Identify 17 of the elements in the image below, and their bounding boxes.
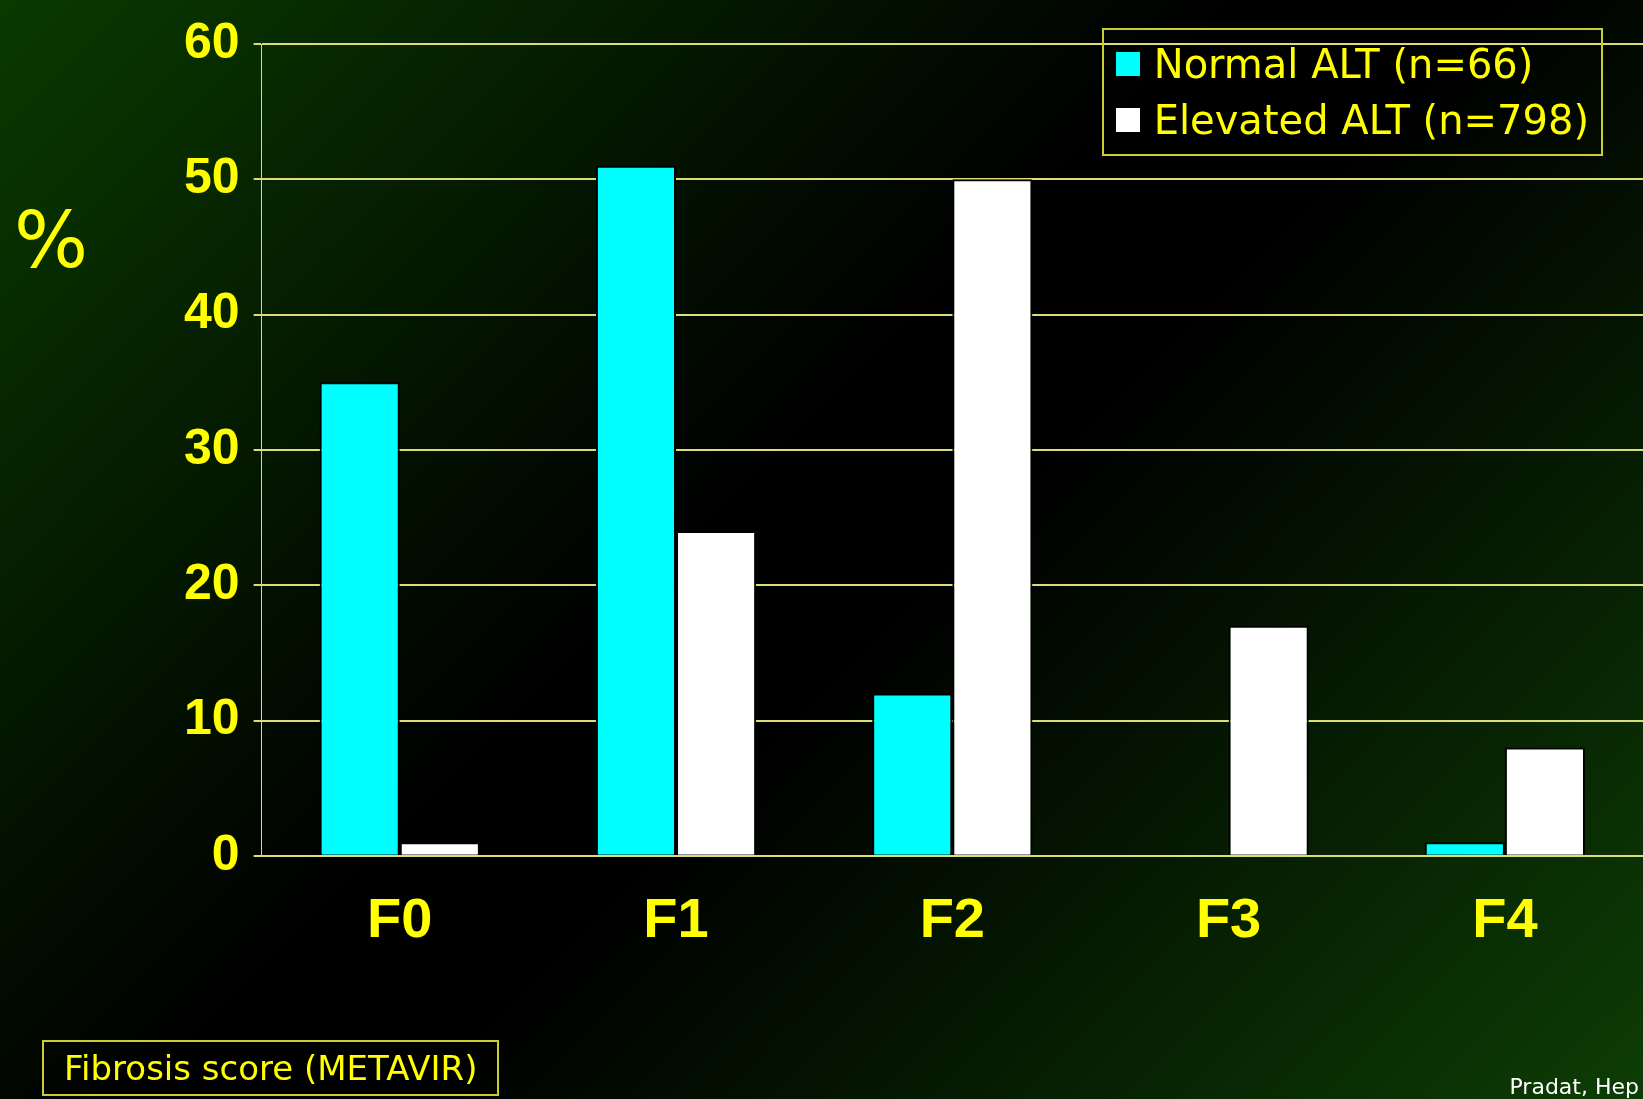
y-tick-label: 40 <box>183 283 240 340</box>
x-tick-label: F2 <box>919 885 985 949</box>
y-tick-label: 30 <box>183 418 240 475</box>
y-tick-label: 20 <box>183 553 240 610</box>
y-axis-title: % <box>14 195 89 285</box>
legend-label: Normal ALT (n=66) <box>1153 40 1534 89</box>
x-tick-label: F1 <box>643 885 709 949</box>
x-tick-label: F4 <box>1472 885 1538 949</box>
x-tick-label: F3 <box>1195 885 1262 949</box>
y-tick-label: 60 <box>183 12 240 69</box>
text: Pradat, Hep <box>1509 1074 1639 1099</box>
x-tick-label: F0 <box>367 885 433 949</box>
y-tick-label: 10 <box>183 689 240 746</box>
y-tick-label: 0 <box>211 824 240 881</box>
y-tick-label: 50 <box>183 148 240 205</box>
legend-label: Elevated ALT (n=798) <box>1153 96 1589 145</box>
x-axis-title: Fibrosis score (METAVIR) <box>42 1040 500 1096</box>
